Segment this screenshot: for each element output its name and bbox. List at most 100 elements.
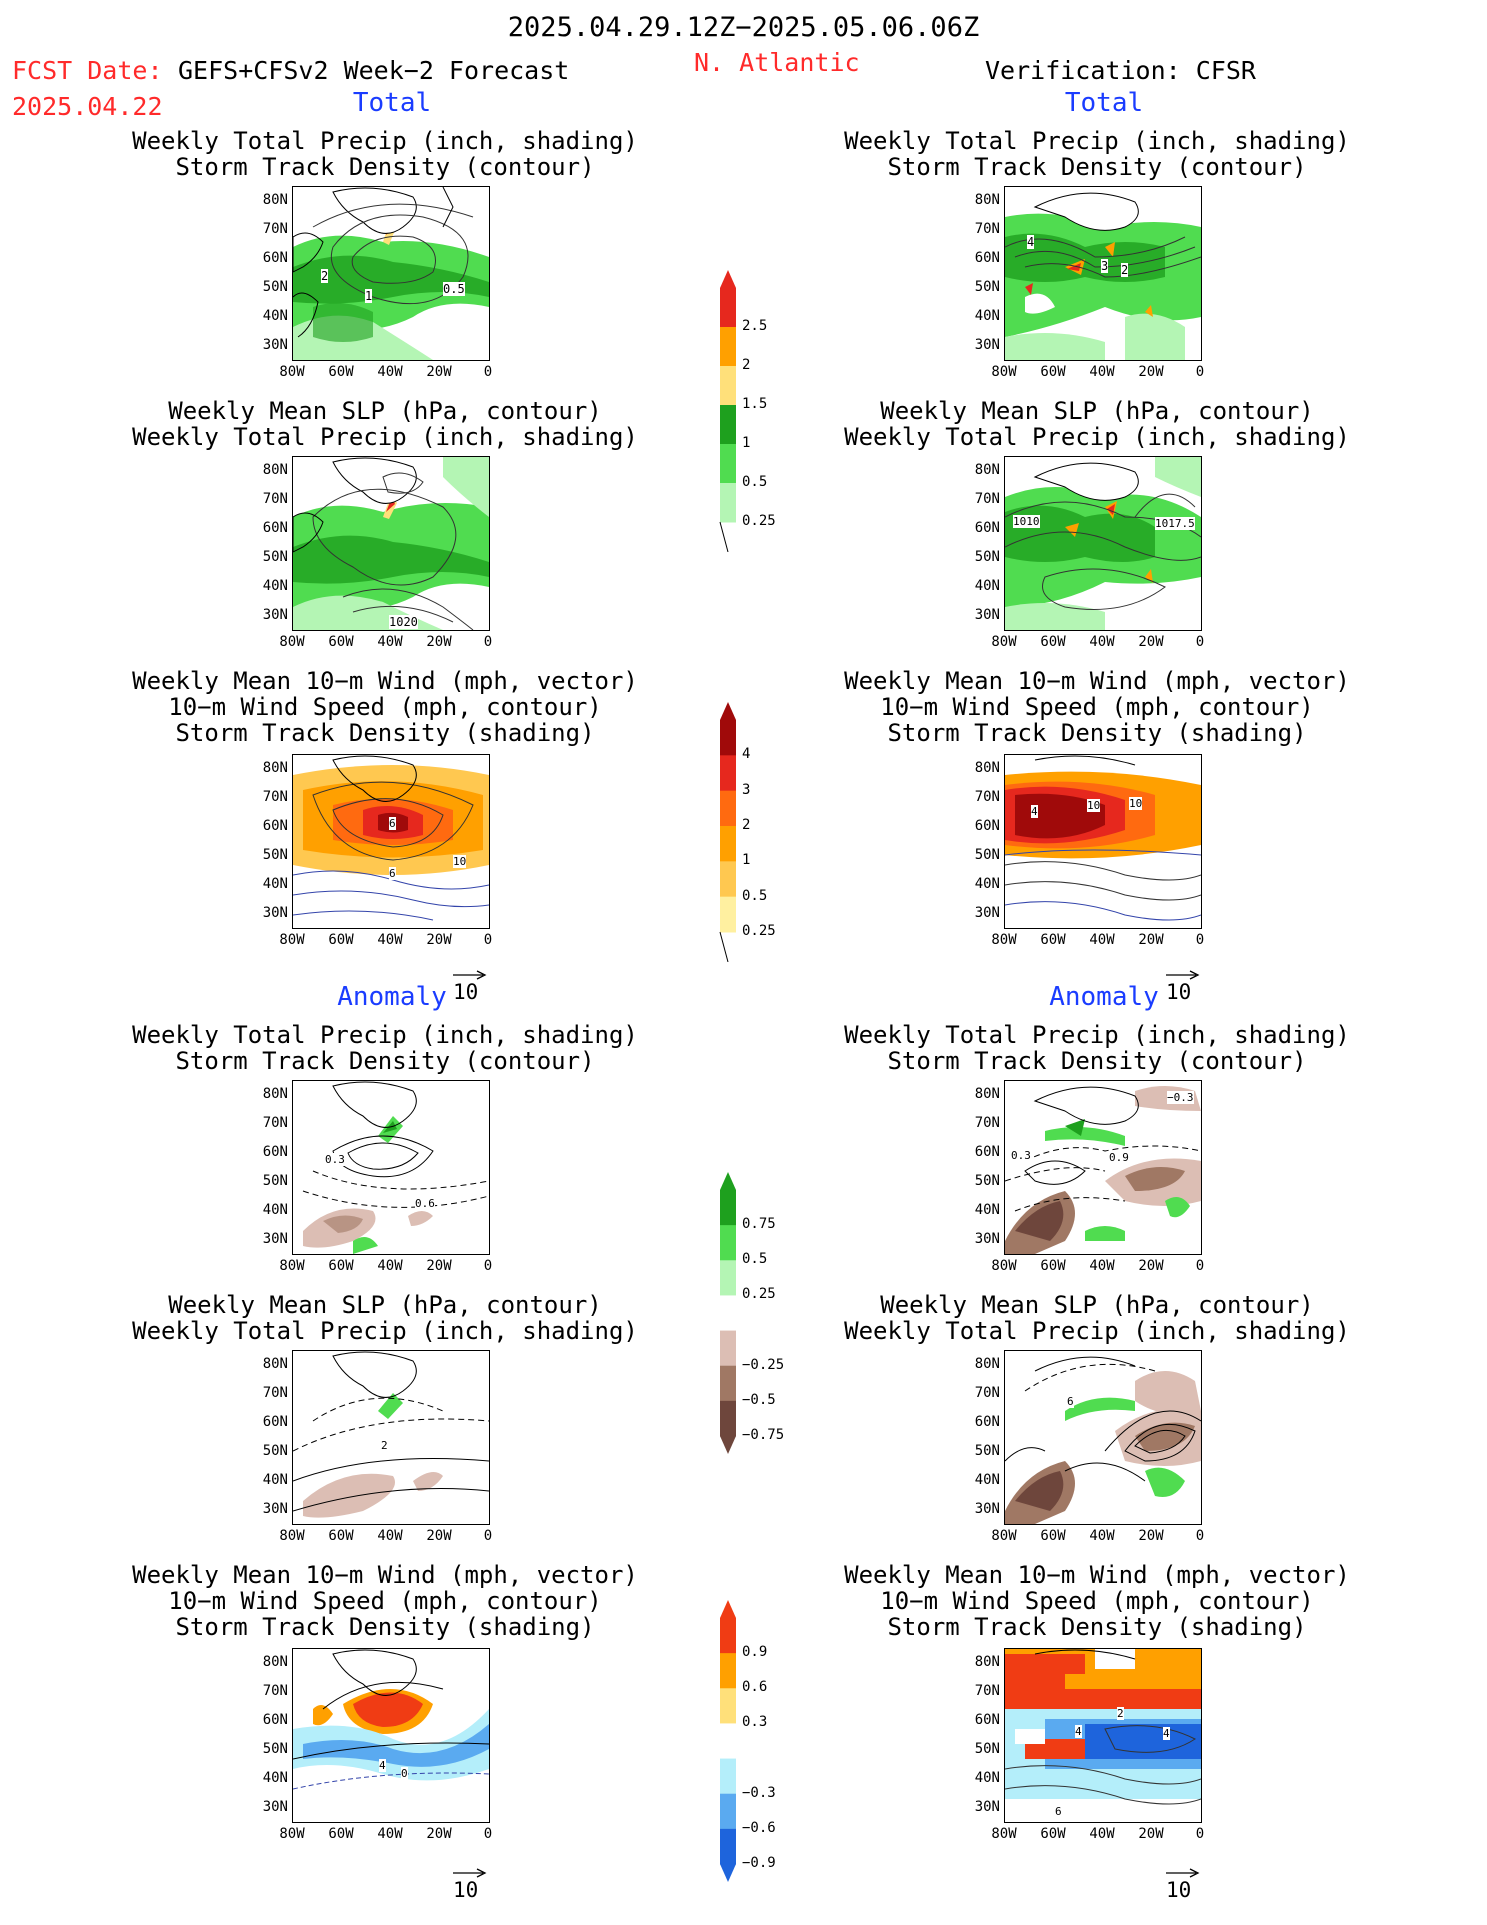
x-tick-label: 20W	[426, 932, 452, 948]
x-tick-label: 40W	[377, 364, 403, 380]
x-tick-label: 60W	[328, 1826, 354, 1842]
contour-label: 10	[1129, 797, 1143, 810]
colorbar-tick-label: 0.25	[742, 1286, 776, 1303]
contour-label: 1	[365, 289, 373, 303]
x-tick-label: 20W	[426, 1826, 452, 1842]
colorbar-top-arrow	[720, 702, 736, 720]
y-tick-label: 60N	[974, 250, 1000, 266]
colorbar-segment	[720, 1260, 736, 1296]
y-tick-label: 50N	[262, 1173, 288, 1189]
map-vf-anom-wind: 4 2 4 6	[1004, 1648, 1202, 1823]
y-tick-label: 50N	[974, 279, 1000, 295]
contour-label: 0	[401, 1767, 408, 1780]
y-tick-label: 40N	[262, 1770, 288, 1786]
map-fc-total-slp: 1020	[292, 456, 490, 631]
colorbar-tick-label: 0.25	[742, 513, 776, 529]
y-tick-label: 30N	[262, 607, 288, 623]
region-label: N. Atlantic	[694, 48, 860, 77]
panel-title-fc-anom-wind: Weekly Mean 10−m Wind (mph, vector) 10−m …	[132, 1561, 638, 1641]
section-anomaly-forecast: Anomaly	[337, 982, 447, 1012]
y-tick-label: 60N	[974, 1414, 1000, 1430]
colorbar-segment	[720, 1688, 736, 1724]
contour-label: 1020	[389, 615, 418, 629]
colorbar-tick-label: 1	[742, 852, 751, 869]
map-vf-anom-slp: 6	[1004, 1350, 1202, 1525]
y-tick-label: 50N	[262, 279, 288, 295]
x-tick-label: 60W	[328, 1258, 354, 1274]
x-tick-label: 20W	[1138, 1826, 1164, 1842]
colorbar-segment	[720, 790, 736, 827]
colorbar-segment	[720, 720, 736, 756]
x-tick-label: 60W	[1040, 1826, 1066, 1842]
y-tick-label: 50N	[974, 1443, 1000, 1459]
colorbar-tick-label: 2	[742, 357, 751, 373]
panel-title-fc-total-wind: Weekly Mean 10−m Wind (mph, vector) 10−m …	[132, 667, 638, 747]
y-tick-label: 50N	[974, 1741, 1000, 1757]
y-tick-label: 30N	[262, 1501, 288, 1517]
y-tick-label: 60N	[974, 1144, 1000, 1160]
colorbar-segment	[720, 444, 736, 484]
y-tick-label: 40N	[974, 876, 1000, 892]
panel-title-vf-anom-precip: Weekly Total Precip (inch, shading) Storm…	[844, 1021, 1350, 1075]
y-tick-label: 50N	[974, 1173, 1000, 1189]
x-tick-label: 40W	[1089, 1826, 1115, 1842]
x-tick-label: 40W	[1089, 1258, 1115, 1274]
x-tick-label: 80W	[991, 1826, 1017, 1842]
vector-reference-fc-anom: 10	[453, 1868, 487, 1902]
x-tick-label: 20W	[1138, 634, 1164, 650]
y-tick-label: 60N	[262, 1144, 288, 1160]
contour-label: 0.9	[1109, 1151, 1129, 1164]
x-tick-label: 60W	[328, 364, 354, 380]
x-tick-label: 20W	[1138, 364, 1164, 380]
contour-label: 2	[1117, 1707, 1124, 1720]
y-tick-label: 50N	[262, 1443, 288, 1459]
x-tick-label: 80W	[279, 364, 305, 380]
colorbar-bottom-arrow	[720, 1436, 736, 1454]
panel-title-fc-anom-slp: Weekly Mean SLP (hPa, contour) Weekly Tot…	[132, 1291, 638, 1345]
y-tick-label: 30N	[262, 1799, 288, 1815]
x-tick-label: 80W	[991, 634, 1017, 650]
x-tick-label: 60W	[1040, 634, 1066, 650]
colorbar-tick-label: 0.25	[742, 923, 776, 939]
y-tick-label: 50N	[974, 847, 1000, 863]
colorbar-tick-label: 2.5	[742, 318, 768, 334]
colorbar-tick-label: −0.5	[742, 1391, 776, 1408]
vector-reference-vf-total: 10	[1166, 970, 1200, 1004]
y-tick-label: 40N	[262, 876, 288, 892]
y-tick-label: 80N	[262, 192, 288, 208]
y-tick-label: 40N	[262, 1202, 288, 1218]
fcst-date-label: FCST Date:	[12, 56, 163, 85]
y-tick-label: 70N	[974, 1115, 1000, 1131]
contour-label: 2	[381, 1439, 388, 1452]
y-tick-label: 70N	[262, 1115, 288, 1131]
colorbar-segment	[720, 1190, 736, 1226]
x-tick-label: 60W	[328, 1528, 354, 1544]
x-tick-label: 20W	[1138, 1528, 1164, 1544]
colorbar-segment	[720, 755, 736, 792]
y-tick-label: 50N	[262, 1741, 288, 1757]
x-tick-label: 60W	[1040, 1528, 1066, 1544]
y-tick-label: 80N	[262, 1356, 288, 1372]
x-tick-label: 0	[483, 364, 493, 380]
y-tick-label: 40N	[974, 308, 1000, 324]
map-fc-anom-slp: 2	[292, 1350, 490, 1525]
x-tick-label: 60W	[1040, 932, 1066, 948]
contour-label: 6	[389, 867, 396, 880]
colorbar-tick-label: 3	[742, 781, 751, 798]
x-tick-label: 60W	[328, 932, 354, 948]
y-tick-label: 50N	[262, 847, 288, 863]
x-tick-label: 0	[1195, 634, 1205, 650]
x-tick-label: 20W	[426, 634, 452, 650]
vector-reference-label: 10	[453, 1878, 479, 1902]
map-vf-anom-precip: −0.3 0.3 0.9	[1004, 1080, 1202, 1255]
y-tick-label: 70N	[262, 789, 288, 805]
colorbar-tick-label: 1	[742, 435, 751, 451]
contour-label: 3	[1101, 259, 1109, 273]
contour-label: 1010	[1013, 515, 1040, 528]
map-fc-anom-precip: 0.3 0.6	[292, 1080, 490, 1255]
colorbar-total-precip	[718, 270, 738, 556]
y-tick-label: 30N	[974, 1231, 1000, 1247]
x-tick-label: 60W	[328, 634, 354, 650]
colorbar-segment	[720, 288, 736, 328]
y-tick-label: 70N	[262, 1683, 288, 1699]
